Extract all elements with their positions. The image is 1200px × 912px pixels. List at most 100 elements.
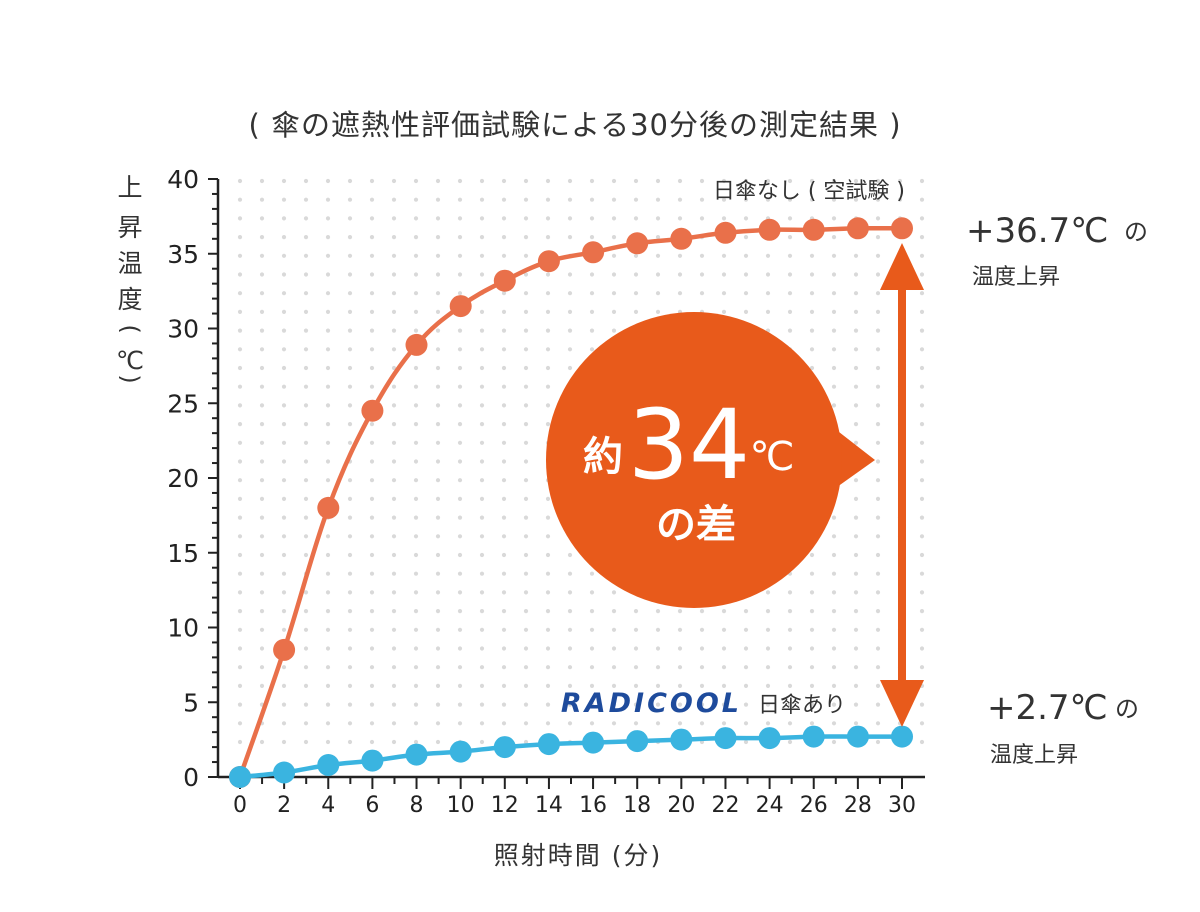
grid-dot [479, 721, 485, 726]
grid-dot [831, 683, 837, 689]
radicool-logo: RADICOOL [561, 688, 742, 719]
grid-dot [567, 552, 573, 558]
grid-dot [303, 216, 309, 221]
grid-dot [787, 609, 793, 614]
grid-dot [523, 496, 529, 501]
grid-dot [611, 197, 617, 202]
grid-dot [633, 291, 639, 296]
grid-dot [919, 534, 925, 539]
grid-dot [303, 197, 309, 202]
grid-dot [721, 627, 727, 632]
grid-dot [501, 422, 507, 427]
grid-dot [435, 721, 441, 726]
grid-dot [919, 272, 925, 277]
grid-dot [347, 739, 353, 745]
grid-dot [413, 253, 419, 258]
grid-dot [523, 665, 529, 670]
grid-dot [809, 609, 815, 614]
grid-dot [457, 534, 463, 539]
y-axis-label-char: ℃ [116, 346, 144, 375]
grid-dot [325, 571, 331, 576]
grid-dot [325, 702, 331, 707]
grid-dot [567, 178, 573, 184]
grid-dot [259, 384, 265, 389]
grid-dot [611, 328, 617, 333]
grid-dot [281, 253, 287, 258]
grid-dot [303, 291, 309, 296]
grid-dot [589, 702, 595, 707]
grid-dot [523, 197, 529, 202]
grid-dot [545, 552, 551, 558]
grid-dot [325, 197, 331, 202]
grid-dot [765, 665, 771, 670]
grid-dot [479, 702, 485, 707]
grid-dot [721, 721, 727, 726]
grid-dot [479, 590, 485, 595]
series-label-radicool: RADICOOL 日傘あり [561, 688, 846, 719]
grid-dot [501, 440, 507, 445]
grid-dot [875, 347, 881, 352]
top-caption: 温度上昇 [972, 265, 1060, 290]
grid-dot [743, 702, 749, 707]
grid-dot [809, 683, 815, 689]
grid-dot [897, 178, 903, 184]
grid-dot [567, 665, 573, 670]
grid-dot [853, 328, 859, 333]
grid-dot [633, 309, 639, 314]
grid-dot [259, 365, 265, 371]
grid-dot [809, 702, 815, 707]
grid-dot [589, 272, 595, 277]
grid-dot [523, 403, 529, 408]
grid-dot [523, 534, 529, 539]
grid-dot [765, 590, 771, 595]
grid-dot [303, 721, 309, 726]
grid-dot [875, 272, 881, 277]
grid-dot [853, 571, 859, 576]
grid-dot [545, 702, 551, 707]
y-tick-label: 30 [167, 315, 199, 344]
grid-dot [457, 721, 463, 726]
grid-dot [831, 665, 837, 670]
x-tick-label: 30 [888, 793, 916, 818]
x-tick-label: 20 [667, 793, 695, 818]
grid-dot [259, 665, 265, 670]
data-point-series-1 [405, 743, 428, 766]
data-point-series-1 [714, 727, 737, 750]
grid-dot [787, 235, 793, 240]
grid-dot [479, 178, 485, 184]
grid-dot [523, 328, 529, 333]
grid-dot [655, 253, 661, 258]
grid-dot [303, 496, 309, 501]
grid-dot [831, 739, 837, 745]
grid-dot [611, 627, 617, 632]
grid-dot [501, 328, 507, 333]
grid-dot [457, 571, 463, 576]
grid-dot [237, 328, 243, 333]
grid-dot [809, 571, 815, 576]
difference-suffix: の差 [656, 502, 736, 548]
grid-dot [457, 403, 463, 408]
grid-dot [303, 440, 309, 445]
grid-dot [853, 627, 859, 632]
data-point-series-0 [317, 496, 340, 519]
grid-dot [435, 646, 441, 651]
grid-dot [347, 496, 353, 501]
data-point-series-1 [449, 740, 472, 763]
grid-dot [589, 216, 595, 221]
grid-dot [303, 235, 309, 240]
grid-dot [259, 197, 265, 202]
data-point-series-0 [802, 218, 825, 241]
grid-dot [589, 235, 595, 240]
grid-dot [589, 646, 595, 651]
grid-dot [303, 178, 309, 184]
grid-dot [765, 309, 771, 314]
grid-dot [809, 627, 815, 632]
grid-dot [545, 665, 551, 670]
grid-dot [699, 178, 705, 184]
data-point-series-0 [846, 217, 869, 240]
grid-dot [457, 702, 463, 707]
grid-dot [369, 272, 375, 277]
grid-dot [325, 347, 331, 352]
grid-dot [369, 422, 375, 427]
grid-dot [567, 627, 573, 632]
